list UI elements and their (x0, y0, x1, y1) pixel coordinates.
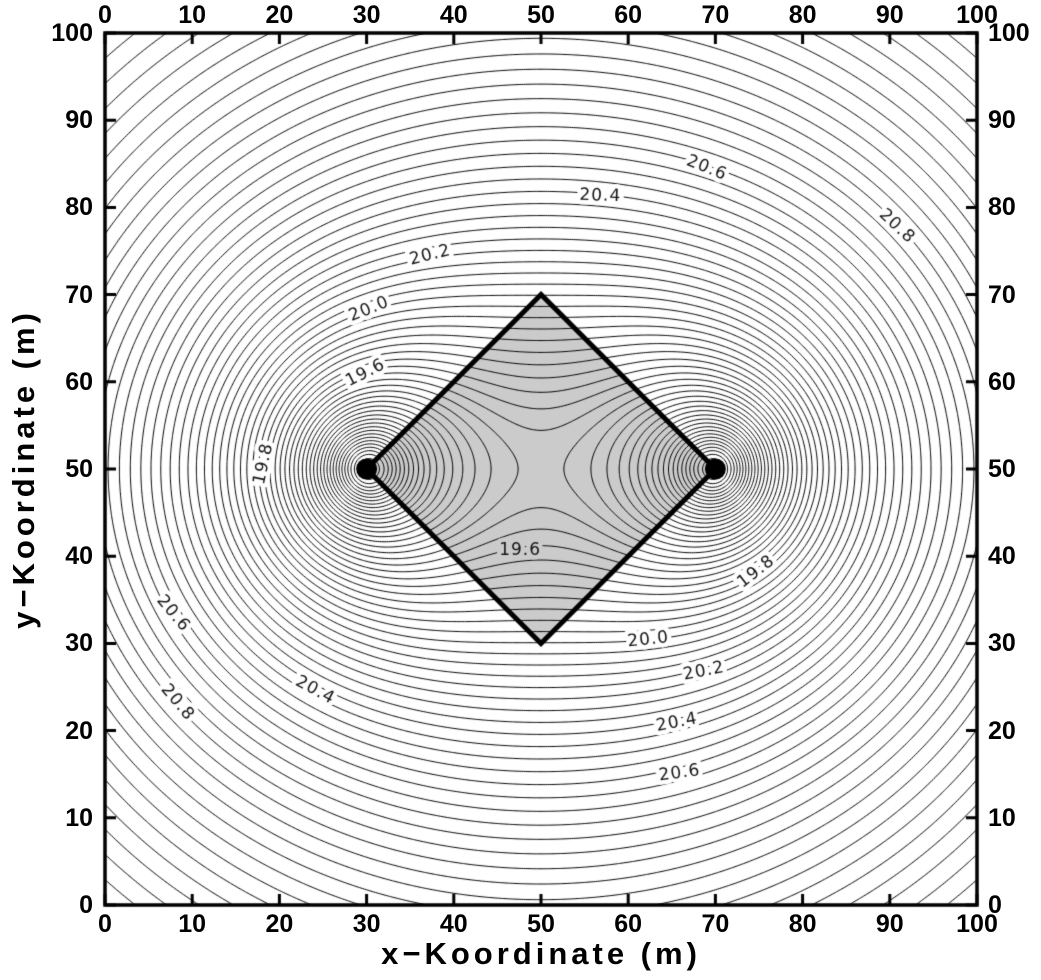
y-axis-tick-label: 70 (988, 280, 1016, 309)
x-axis-tick-label: 90 (875, 1, 904, 29)
y-axis-tick-label: 0 (988, 891, 1002, 919)
y-axis-title: y−Koordinate (m) (6, 309, 41, 629)
y-axis-tick-label: 30 (988, 629, 1016, 658)
y-axis-tick-label: 80 (988, 193, 1016, 222)
x-axis-tick-label: 90 (875, 910, 904, 938)
y-axis-tick-label: 30 (65, 629, 93, 658)
x-axis-tick-label: 80 (788, 910, 817, 938)
x-axis-tick-label: 40 (439, 910, 468, 938)
x-axis-tick-label: 20 (265, 910, 294, 938)
y-axis-tick-label: 20 (65, 716, 93, 745)
x-axis-tick-label: 60 (614, 910, 643, 938)
y-axis-tick-label: 90 (988, 106, 1016, 135)
y-axis-tick-label: 50 (65, 455, 93, 483)
y-axis-tick-label: 10 (65, 803, 93, 832)
x-axis-tick-label: 70 (701, 910, 730, 938)
x-axis-tick-label: 70 (701, 1, 730, 29)
y-axis-tick-label: 10 (988, 803, 1016, 832)
x-axis-tick-label: 10 (178, 1, 207, 29)
x-axis-tick-label: 30 (352, 910, 381, 938)
x-axis-tick-label: 100 (956, 1, 998, 29)
x-axis-tick-label: 100 (956, 910, 998, 938)
x-axis-tick-label: 50 (527, 910, 555, 938)
y-axis-tick-label: 50 (988, 455, 1016, 483)
y-axis-tick-label: 70 (65, 280, 93, 309)
y-axis-tick-label: 100 (51, 19, 93, 47)
x-axis-title: x−Koordinate (m) (381, 936, 701, 971)
x-axis-tick-label: 10 (178, 910, 207, 938)
x-axis-tick-label: 0 (98, 1, 112, 29)
y-axis-tick-label: 90 (65, 106, 93, 135)
x-axis-tick-label: 40 (439, 1, 468, 29)
x-axis-tick-label: 20 (265, 1, 294, 29)
y-axis-tick-label: 40 (988, 542, 1016, 571)
y-axis-tick-label: 60 (65, 367, 93, 396)
y-axis-tick-label: 100 (988, 19, 1030, 47)
y-axis-tick-label: 0 (79, 891, 93, 919)
y-axis-tick-label: 20 (988, 716, 1016, 745)
y-axis-tick-label: 40 (65, 542, 93, 571)
x-axis-tick-label: 0 (98, 910, 112, 938)
x-axis-tick-label: 50 (527, 1, 555, 29)
y-axis-tick-label: 80 (65, 193, 93, 222)
x-axis-tick-label: 30 (352, 1, 381, 29)
y-axis-tick-label: 60 (988, 367, 1016, 396)
x-axis-tick-label: 80 (788, 1, 817, 29)
x-axis-tick-label: 60 (614, 1, 643, 29)
